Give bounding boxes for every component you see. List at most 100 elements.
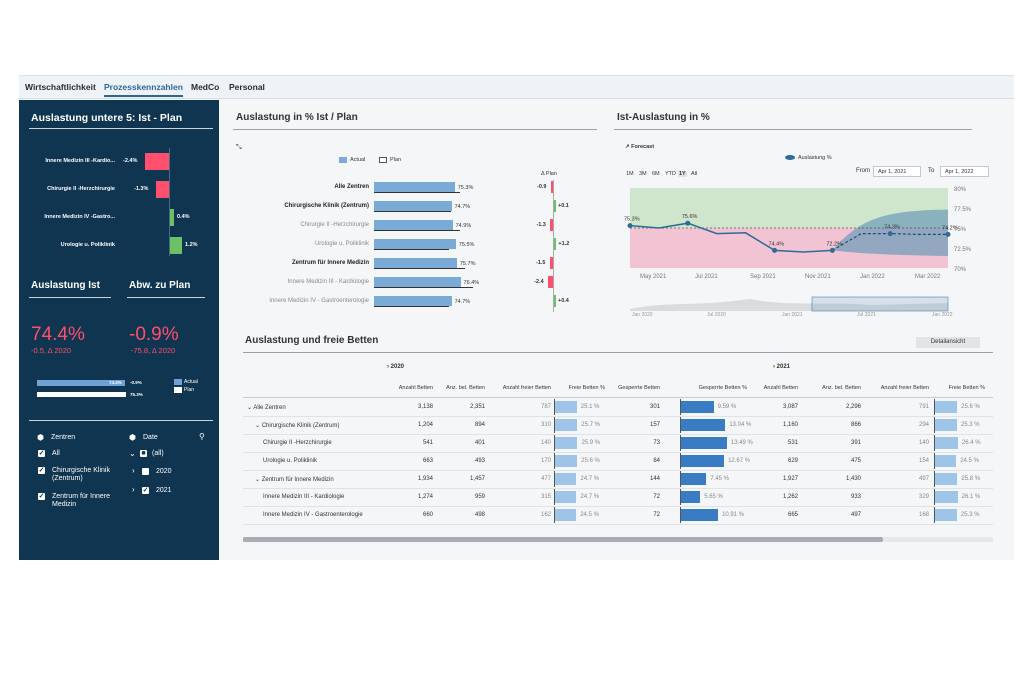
- top5-value: -1.3%: [134, 186, 149, 192]
- table-row-label[interactable]: ⌄ Alle Zentren: [247, 405, 286, 411]
- checkbox-chirurgische-klinik[interactable]: ✓: [38, 467, 45, 474]
- tab-wirtschaftlichkeit[interactable]: Wirtschaftlichkeit: [25, 82, 96, 92]
- actual-value: 76.4%: [463, 280, 480, 286]
- checkbox-date-all[interactable]: ■: [140, 450, 147, 457]
- table-row-label[interactable]: Chirurgie II -Herzchirurgie: [263, 440, 332, 446]
- detailansicht-button[interactable]: Detailansicht: [916, 337, 980, 348]
- table-cell: 24.7 %: [580, 494, 600, 500]
- column-header[interactable]: Anzahl Betten: [398, 385, 433, 391]
- checkbox-all[interactable]: ✓: [38, 450, 45, 457]
- to-input[interactable]: Apr 1, 2022: [940, 166, 989, 177]
- cell-bar-axis: [680, 507, 681, 523]
- actual-bar: [374, 201, 452, 211]
- table-row-label[interactable]: Innere Medizin III - Kardiologie: [263, 494, 345, 500]
- x-tick-label: Mar 2022: [915, 274, 941, 280]
- zentren-item-chirurgische-klinik[interactable]: Chirurgische Klinik (Zentrum): [52, 467, 110, 482]
- point-label: 74.2%: [942, 225, 958, 231]
- sidebar: Auslastung untere 5: Ist - Plan Innere M…: [19, 100, 219, 560]
- panel3-title: Auslastung und freie Betten: [245, 335, 379, 346]
- chevron-right-icon[interactable]: ›: [132, 485, 135, 494]
- top5-label: Innere Medizin III -Kardio...: [45, 158, 115, 164]
- delta-bar: [554, 238, 557, 250]
- navigator-window[interactable]: [811, 296, 949, 312]
- cell-bar-axis: [680, 453, 681, 469]
- cell-bar: [935, 437, 958, 449]
- range-ytd[interactable]: YTD: [665, 171, 676, 177]
- table-cell: 629: [787, 458, 798, 464]
- checkbox-date-2020[interactable]: [142, 468, 149, 475]
- forecast-label: Forecast: [631, 144, 655, 150]
- table-row-label[interactable]: Urologie u. Poliklinik: [263, 458, 318, 464]
- table-cell: 894: [474, 422, 485, 428]
- kpi-ist-title: Auslastung Ist: [31, 280, 100, 291]
- cell-bar: [555, 473, 577, 485]
- date-item-2021[interactable]: 2021: [156, 487, 172, 494]
- column-header[interactable]: Anzahl Betten: [763, 385, 798, 391]
- column-header[interactable]: Gesperrte Betten %: [698, 385, 747, 391]
- column-header[interactable]: Freie Betten %: [948, 385, 985, 391]
- actual-value: 74.7%: [454, 204, 471, 210]
- table-cell: 24.5 %: [580, 512, 599, 518]
- tab-personal[interactable]: Personal: [229, 82, 265, 92]
- table-cell: 541: [422, 440, 433, 446]
- zentren-item-all[interactable]: All: [52, 450, 60, 457]
- delta-bar: [554, 295, 556, 307]
- delta-value: +0.4: [558, 298, 569, 304]
- column-header[interactable]: Freie Betten %: [568, 385, 605, 391]
- delta-bar: [548, 276, 553, 288]
- table-cell: 25.7 %: [581, 422, 600, 428]
- data-point: [772, 247, 778, 253]
- checkbox-date-2021[interactable]: ✓: [142, 487, 149, 494]
- point-label: 74.4%: [769, 241, 785, 247]
- column-header[interactable]: Anz. bel. Betten: [822, 385, 861, 391]
- date-item-2020[interactable]: 2020: [156, 468, 172, 475]
- cube-icon: ⬢: [129, 433, 136, 442]
- tab-bar: Wirtschaftlichkeit Prozesskennzahlen Med…: [19, 76, 1014, 99]
- table-cell: 498: [474, 512, 485, 518]
- y-tick-label: 80%: [954, 187, 967, 193]
- column-header[interactable]: Anzahl freier Betten: [502, 385, 551, 391]
- table-cell: 84: [653, 458, 660, 464]
- forecast-toggle[interactable]: ↗ Forecast: [625, 144, 655, 150]
- legend-actual-swatch: [339, 157, 347, 163]
- table-cell: 25.3 %: [960, 512, 980, 518]
- actual-value: 74.7%: [454, 299, 471, 305]
- mini-legend-actual-swatch: [174, 379, 182, 385]
- from-input[interactable]: Apr 1, 2021: [873, 166, 921, 177]
- table-row-label[interactable]: ⌄ Chirurgische Klinik (Zentrum): [255, 423, 340, 429]
- range-1m[interactable]: 1M: [626, 171, 634, 177]
- table-cell: 391: [850, 440, 861, 446]
- range-all[interactable]: All: [691, 171, 698, 177]
- range-6m[interactable]: 6M: [652, 171, 660, 177]
- year-header-2021[interactable]: › 2021: [773, 364, 791, 370]
- y-tick-label: 75%: [954, 227, 967, 233]
- chevron-right-icon[interactable]: ›: [132, 466, 135, 475]
- year-header-2020[interactable]: › 2020: [387, 364, 405, 370]
- table-cell: 1,204: [417, 422, 433, 428]
- column-header[interactable]: Gesperrte Betten: [618, 385, 660, 391]
- scrollbar-thumb[interactable]: [243, 537, 883, 542]
- top5-value: -2.4%: [123, 158, 138, 164]
- tab-prozesskennzahlen[interactable]: Prozesskennzahlen: [104, 82, 183, 97]
- column-header[interactable]: Anzahl freier Betten: [880, 385, 929, 391]
- expand-icon[interactable]: ⤡: [236, 144, 242, 151]
- column-header[interactable]: Anz. bel. Betten: [446, 385, 485, 391]
- cell-bar-axis: [934, 489, 935, 505]
- range-3m[interactable]: 3M: [639, 171, 647, 177]
- tab-medco[interactable]: MedCo: [191, 82, 220, 92]
- main-area: Auslastung in % Ist / Plan ⤡ Actual Plan…: [219, 100, 1014, 560]
- top5-axis: [169, 148, 170, 256]
- range-1y[interactable]: 1Y: [678, 171, 687, 177]
- cell-bar-axis: [554, 435, 555, 451]
- cell-bar-axis: [934, 507, 935, 523]
- cell-bar-axis: [934, 453, 935, 469]
- zentren-item-innere-medizin[interactable]: Zentrum für Innere Medizin: [52, 493, 110, 508]
- table-row-label[interactable]: Innere Medizin IV - Gastroenterologie: [263, 512, 363, 518]
- table-row-label[interactable]: ⌄ Zentrum für Innere Medizin: [255, 477, 334, 483]
- table-cell: 2,351: [469, 404, 485, 410]
- x-tick-label: Sep 2021: [750, 274, 776, 280]
- chevron-down-icon[interactable]: ⌄: [129, 449, 136, 458]
- checkbox-innere-medizin[interactable]: ✓: [38, 493, 45, 500]
- search-icon[interactable]: ⚲: [199, 432, 205, 441]
- date-item-all[interactable]: (all): [152, 450, 164, 457]
